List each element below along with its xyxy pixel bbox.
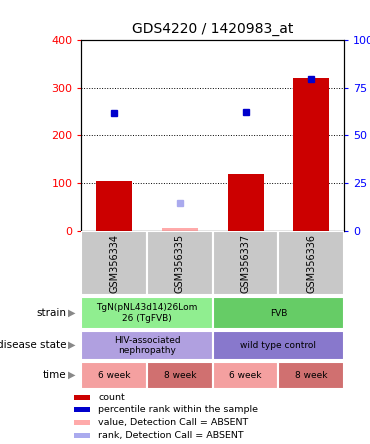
- Text: rank, Detection Call = ABSENT: rank, Detection Call = ABSENT: [98, 431, 244, 440]
- Text: GSM356335: GSM356335: [175, 234, 185, 293]
- Text: 6 week: 6 week: [229, 371, 262, 380]
- Bar: [213, 231, 279, 295]
- Text: percentile rank within the sample: percentile rank within the sample: [98, 405, 258, 414]
- Text: GSM356337: GSM356337: [240, 234, 250, 293]
- Bar: [279, 231, 344, 295]
- Text: GDS4220 / 1420983_at: GDS4220 / 1420983_at: [132, 21, 293, 36]
- Text: 6 week: 6 week: [98, 371, 131, 380]
- Bar: [213, 362, 279, 388]
- Bar: [81, 331, 213, 360]
- Text: time: time: [43, 370, 67, 380]
- Text: GSM356336: GSM356336: [306, 234, 316, 293]
- Text: disease state: disease state: [0, 340, 67, 350]
- Text: strain: strain: [37, 308, 67, 318]
- Bar: [293, 78, 329, 231]
- Bar: [74, 433, 90, 438]
- Text: wild type control: wild type control: [240, 341, 316, 350]
- Text: GSM356334: GSM356334: [109, 234, 119, 293]
- Bar: [147, 231, 213, 295]
- Bar: [74, 420, 90, 425]
- Bar: [279, 362, 344, 388]
- Text: TgN(pNL43d14)26Lom
26 (TgFVB): TgN(pNL43d14)26Lom 26 (TgFVB): [97, 303, 198, 323]
- Bar: [74, 395, 90, 400]
- Bar: [81, 231, 147, 295]
- Bar: [147, 362, 213, 388]
- Text: 8 week: 8 week: [164, 371, 196, 380]
- Text: count: count: [98, 392, 125, 402]
- Text: ▶: ▶: [68, 308, 76, 318]
- Bar: [96, 181, 132, 231]
- Text: value, Detection Call = ABSENT: value, Detection Call = ABSENT: [98, 418, 249, 427]
- Text: FVB: FVB: [270, 309, 287, 317]
- Bar: [213, 297, 344, 329]
- Bar: [213, 331, 344, 360]
- Text: HIV-associated
nephropathy: HIV-associated nephropathy: [114, 336, 181, 355]
- Text: ▶: ▶: [68, 340, 76, 350]
- Bar: [228, 174, 264, 231]
- Text: 8 week: 8 week: [295, 371, 327, 380]
- Bar: [162, 229, 198, 231]
- Text: ▶: ▶: [68, 370, 76, 380]
- Bar: [81, 297, 213, 329]
- Bar: [81, 362, 147, 388]
- Bar: [74, 408, 90, 412]
